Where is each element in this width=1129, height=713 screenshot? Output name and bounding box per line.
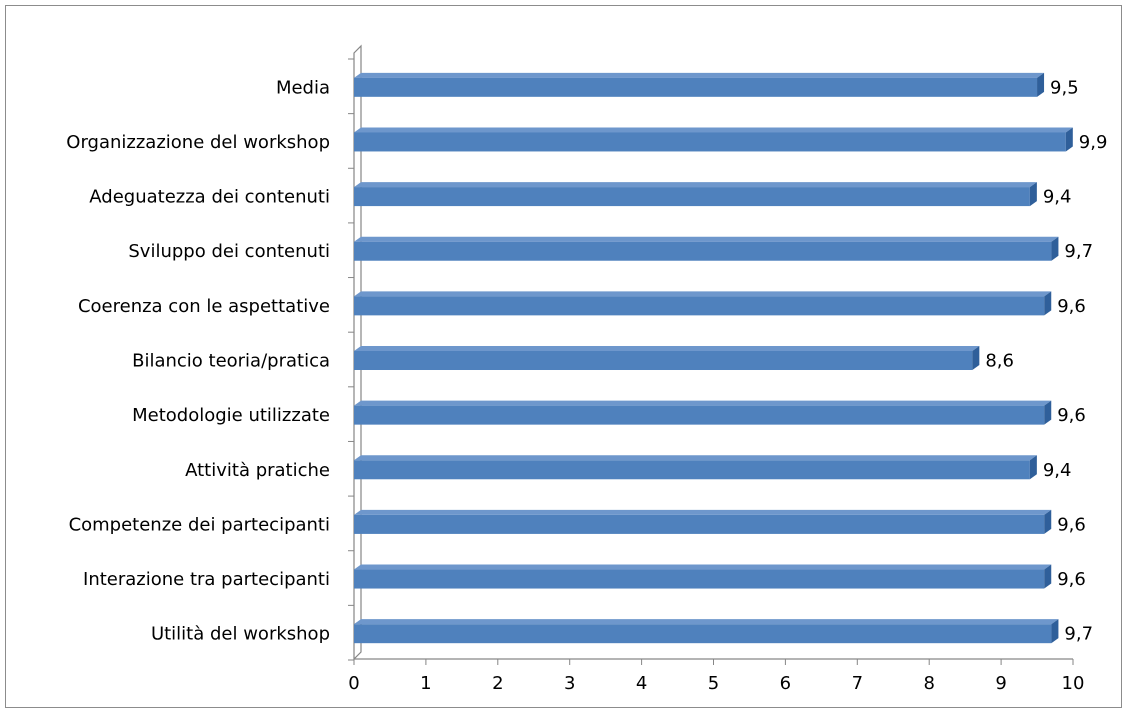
category-label: Coerenza con le aspettative [78, 296, 330, 317]
x-tick-label: 4 [636, 673, 647, 694]
bar [354, 509, 1052, 534]
bar-front-face [354, 405, 1045, 425]
bar-top-face [354, 619, 1059, 625]
bar-side-face [1044, 291, 1052, 316]
bar-side-face [1029, 182, 1037, 207]
bar-front-face [354, 241, 1052, 261]
x-tick-label: 10 [1062, 673, 1085, 694]
bar-front-face [354, 569, 1045, 589]
y-axis-wall [353, 44, 362, 661]
x-tick-label: 1 [420, 673, 431, 694]
bar [354, 72, 1045, 97]
bar [354, 619, 1059, 644]
data-label: 9,6 [1057, 514, 1086, 535]
x-tick-label: 9 [995, 673, 1006, 694]
bar-side-face [1044, 564, 1052, 589]
data-label: 8,6 [985, 351, 1014, 372]
bar-front-face [354, 132, 1066, 152]
bar-side-face [1065, 127, 1073, 152]
bar-side-face [1029, 455, 1037, 480]
bar [354, 346, 980, 370]
chart-frame: 0 1 2 3 4 5 6 7 8 9 10 Media 9,5 Organizzazione del w… [5, 5, 1122, 708]
x-tick-label: 2 [492, 673, 503, 694]
data-label: 9,7 [1064, 241, 1093, 262]
category-label: Competenze dei partecipanti [69, 514, 330, 535]
data-label: 9,6 [1057, 296, 1086, 317]
bar-side-face [1051, 619, 1059, 644]
data-label: 9,5 [1050, 77, 1079, 98]
data-label: 9,4 [1043, 187, 1072, 208]
bar-side-face [1044, 400, 1052, 425]
labels: 0 1 2 3 4 5 6 7 8 9 10 Media 9,5 Organizzazione del w… [66, 77, 1107, 694]
bar-top-face [354, 236, 1059, 242]
category-label: Attività pratiche [185, 460, 330, 481]
axes [348, 44, 1074, 665]
category-label: Interazione tra partecipanti [83, 569, 330, 590]
bar-top-face [354, 509, 1052, 515]
bar [354, 236, 1059, 261]
data-label: 9,9 [1079, 132, 1108, 153]
bar-chart: 0 1 2 3 4 5 6 7 8 9 10 Media 9,5 Organizzazione del w… [66, 44, 1107, 694]
bar-front-face [354, 296, 1045, 316]
bar [354, 182, 1037, 207]
category-label: Utilità del workshop [151, 624, 330, 645]
data-label: 9,6 [1057, 405, 1086, 426]
data-label: 9,6 [1057, 569, 1086, 590]
x-tick-label: 8 [923, 673, 934, 694]
bar-top-face [354, 455, 1037, 461]
category-label: Sviluppo dei contenuti [128, 241, 330, 262]
bar-side-face [972, 346, 980, 370]
bar [354, 291, 1052, 316]
x-tick-label: 3 [564, 673, 575, 694]
bar-front-face [354, 514, 1045, 534]
bar [354, 455, 1037, 480]
bar-top-face [354, 182, 1037, 188]
bar-top-face [354, 127, 1073, 133]
x-tick-label: 7 [852, 673, 863, 694]
bar [354, 400, 1052, 425]
bar-front-face [354, 351, 973, 370]
bar-side-face [1051, 236, 1059, 261]
bar-front-face [354, 460, 1030, 480]
bar-top-face [354, 564, 1052, 570]
bar [354, 564, 1052, 589]
category-label: Organizzazione del workshop [66, 132, 330, 153]
bar-top-face [354, 346, 980, 351]
bar-top-face [354, 72, 1045, 78]
data-label: 9,4 [1043, 460, 1072, 481]
bars [354, 72, 1073, 644]
x-tick-label: 0 [348, 673, 359, 694]
bar-side-face [1044, 509, 1052, 534]
bar-top-face [354, 400, 1052, 406]
bar-front-face [354, 624, 1052, 644]
bar-front-face [354, 187, 1030, 207]
x-tick-label: 5 [708, 673, 719, 694]
category-label: Adeguatezza dei contenuti [89, 187, 330, 208]
bar [354, 127, 1073, 152]
category-label: Media [276, 77, 330, 98]
category-label: Metodologie utilizzate [132, 405, 330, 426]
x-tick-label: 6 [780, 673, 791, 694]
category-label: Bilancio teoria/pratica [132, 351, 330, 372]
bar-front-face [354, 77, 1038, 97]
data-label: 9,7 [1064, 624, 1093, 645]
bar-side-face [1037, 72, 1045, 97]
bar-top-face [354, 291, 1052, 297]
